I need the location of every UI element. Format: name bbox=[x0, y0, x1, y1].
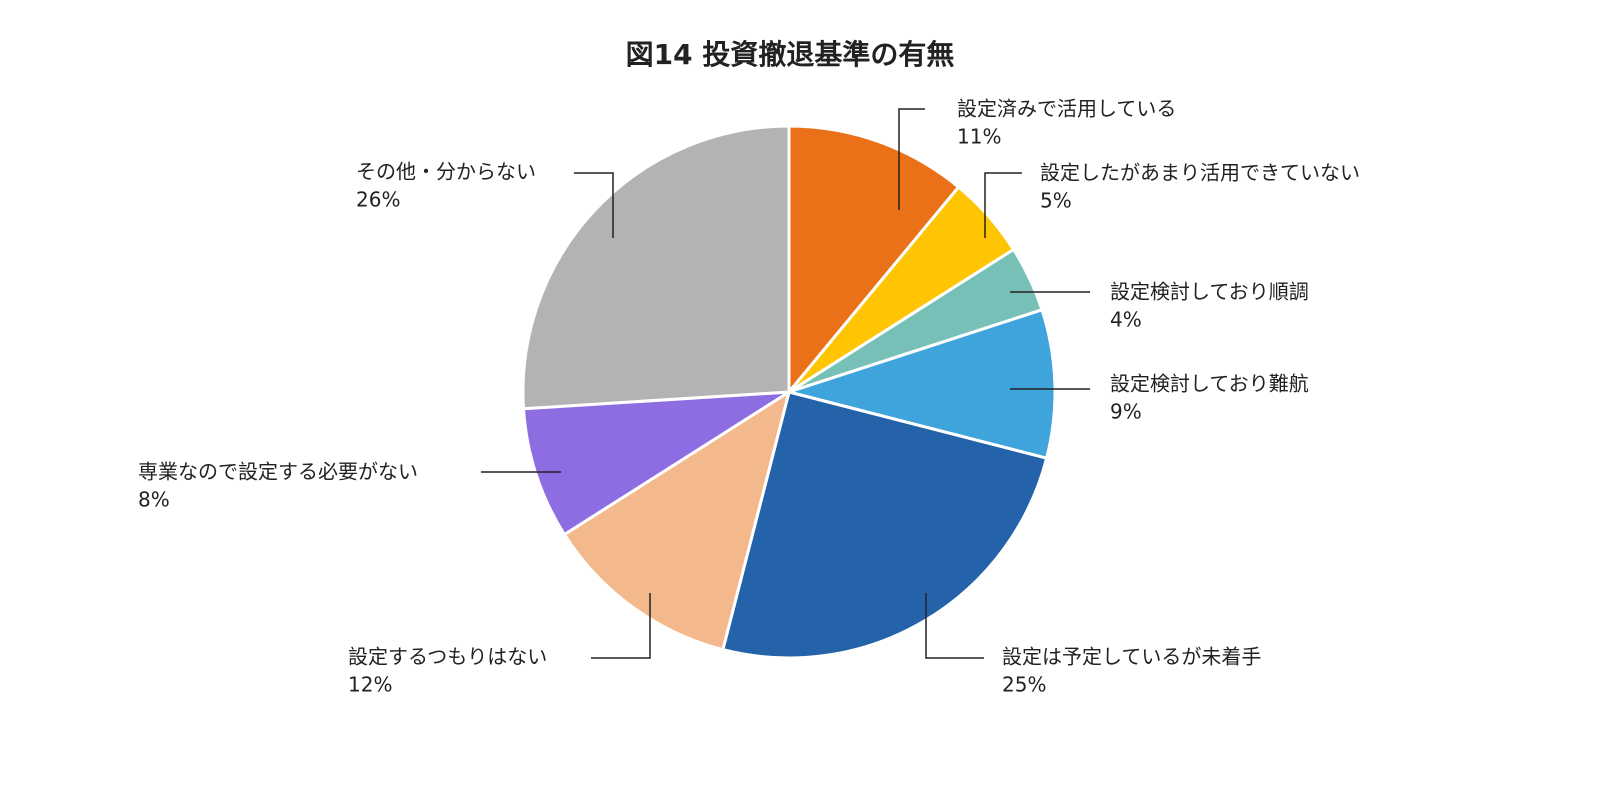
leader-line-6 bbox=[591, 593, 651, 659]
leader-line-1 bbox=[898, 108, 925, 210]
leader-line-5 bbox=[925, 593, 984, 659]
leader-line-2 bbox=[984, 172, 1022, 238]
slice-percent-8: 26% bbox=[356, 188, 400, 212]
slice-label-2: 設定したがあまり活用できていない bbox=[1040, 161, 1360, 185]
chart-title: 図14 投資撤退基準の有無 bbox=[626, 38, 955, 71]
slice-percent-4: 9% bbox=[1110, 400, 1142, 424]
pie-slice-8 bbox=[521, 124, 791, 411]
slice-label-5: 設定は予定しているが未着手 bbox=[1002, 645, 1261, 669]
slice-label-6: 設定するつもりはない bbox=[348, 645, 547, 669]
slice-label-3: 設定検討しており順調 bbox=[1110, 280, 1309, 304]
leader-line-8 bbox=[574, 172, 614, 238]
slice-percent-2: 5% bbox=[1040, 189, 1072, 213]
slice-percent-7: 8% bbox=[138, 488, 170, 512]
slice-label-8: その他・分からない bbox=[356, 160, 536, 184]
pie-slices bbox=[521, 124, 1057, 660]
slice-label-7: 専業なので設定する必要がない bbox=[138, 460, 418, 484]
pie-slice-7 bbox=[521, 390, 790, 537]
leader-lines bbox=[481, 108, 1090, 659]
pie-slice-4 bbox=[783, 307, 1057, 460]
slice-percent-1: 11% bbox=[957, 125, 1001, 149]
pie-slice-6 bbox=[562, 388, 792, 652]
slice-percent-3: 4% bbox=[1110, 308, 1142, 332]
slice-label-1: 設定済みで活用している bbox=[957, 97, 1176, 121]
pie-slice-5 bbox=[721, 390, 1049, 660]
slice-label-4: 設定検討しており難航 bbox=[1110, 372, 1309, 396]
pie-slice-1 bbox=[787, 124, 961, 397]
slice-percent-6: 12% bbox=[348, 673, 392, 697]
slice-percent-5: 25% bbox=[1002, 673, 1046, 697]
slice-labels: 設定済みで活用している 11% 設定したがあまり活用できていない 5% 設定検討しており… bbox=[138, 97, 1360, 697]
